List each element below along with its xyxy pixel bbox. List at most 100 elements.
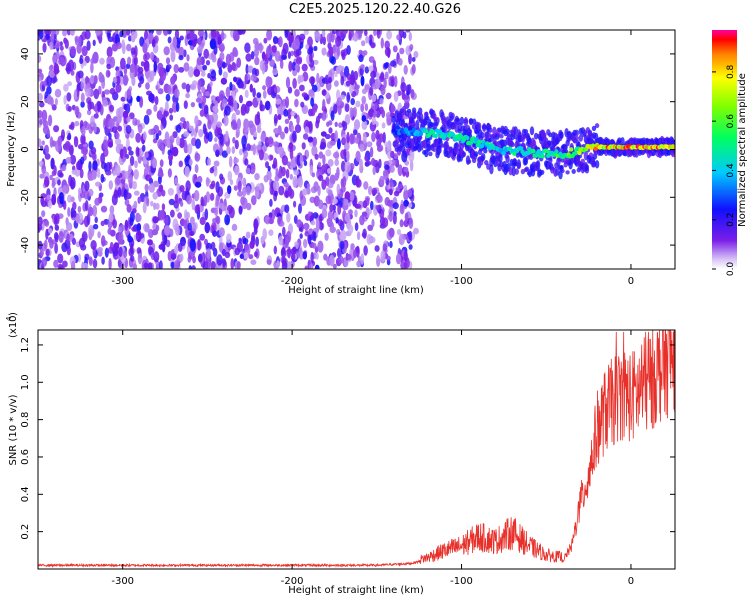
spectrogram-noise-blob <box>226 146 231 155</box>
spectrogram-noise-blob <box>293 169 300 176</box>
spectrogram-noise-blob <box>251 231 256 243</box>
spectrogram-noise-blob <box>163 234 168 246</box>
spectrogram-noise-blob <box>50 157 55 170</box>
signal-halo-blob <box>529 126 535 136</box>
spectrogram-noise-blob <box>355 100 361 108</box>
spectrogram-noise-blob <box>303 222 310 230</box>
spectrogram-noise-blob <box>226 233 232 244</box>
signal-halo-blob <box>468 118 474 126</box>
spectrogram-noise-blob <box>161 117 166 127</box>
signal-halo-blob <box>512 158 517 164</box>
spectrogram-noise-blob <box>403 250 408 262</box>
spectrogram-noise-blob <box>52 54 57 64</box>
spectrogram-noise-blob <box>77 36 82 46</box>
spectrogram-noise-blob <box>354 137 360 144</box>
spectrogram-noise-blob <box>86 109 92 116</box>
signal-halo-blob <box>560 168 565 174</box>
spectrogram-noise-blob <box>38 224 43 231</box>
spectrogram-noise-blob <box>397 164 403 177</box>
spectrogram-noise-blob <box>58 172 64 178</box>
spectrogram-noise-blob <box>325 149 332 157</box>
spectrogram-noise-blob <box>342 176 347 187</box>
spectrogram-noise-blob <box>311 172 316 178</box>
spectrogram-noise-blob <box>125 125 132 134</box>
spectrogram-noise-blob <box>130 31 136 43</box>
spectrogram-noise-blob <box>354 209 358 218</box>
spectrogram-noise-blob <box>167 168 172 178</box>
spectrogram-noise-blob <box>236 57 242 68</box>
spectrogram-noise-blob <box>269 59 276 68</box>
spectrogram-noise-blob <box>151 229 158 236</box>
spectrogram-noise-blob <box>219 51 225 61</box>
spectrogram-noise-blob <box>325 195 332 205</box>
spectrogram-noise-blob <box>157 172 164 178</box>
spectrogram-noise-blob <box>413 51 419 59</box>
spectrogram-noise-blob <box>247 65 254 73</box>
spectrogram-noise-blob <box>119 143 124 151</box>
spectrogram-noise-blob <box>290 50 295 57</box>
spectrogram-noise-blob <box>94 216 98 224</box>
spectrogram-noise-blob <box>366 233 372 245</box>
spectrogram-noise-blob <box>115 132 120 140</box>
spectrogram-noise-blob <box>51 193 57 206</box>
spectrogram-noise-blob <box>277 125 282 136</box>
spectrogram-noise-blob <box>375 204 380 211</box>
spectrogram-noise-blob <box>242 177 246 186</box>
spectrogram-noise-blob <box>334 121 338 127</box>
signal-halo-blob <box>588 152 594 159</box>
spectrogram-noise-blob <box>269 154 274 161</box>
signal-halo-blob <box>428 151 433 157</box>
spectrogram-noise-blob <box>196 204 200 214</box>
spectrogram-noise-blob <box>317 161 322 168</box>
spectrogram-noise-blob <box>153 124 160 133</box>
spectrogram-noise-blob <box>396 229 402 236</box>
spectrogram-noise-blob <box>228 156 233 168</box>
snr-x-axis-label: Height of straight line (km) <box>288 585 424 596</box>
spectrogram-noise-blob <box>288 60 293 72</box>
spectrogram-noise-blob <box>400 261 406 269</box>
spectrogram-noise-blob <box>254 41 260 51</box>
signal-core-blob <box>536 149 541 154</box>
snr-y-tick-label: 0.2 <box>20 524 31 540</box>
signal-core-blob <box>418 131 424 137</box>
spectrogram-noise-blob <box>253 218 259 231</box>
spectrogram-noise-blob <box>338 122 343 128</box>
spectrogram-noise-blob <box>389 227 395 238</box>
spectrogram-noise-blob <box>129 155 135 166</box>
colorbar-gradient <box>712 30 737 269</box>
spectrogram-noise-blob <box>192 255 197 264</box>
spectrogram-noise-blob <box>203 48 209 59</box>
spectrogram-noise-blob <box>115 138 122 146</box>
spectrogram-noise-blob <box>108 257 112 269</box>
spectrogram-noise-blob <box>239 82 244 89</box>
spectrogram-noise-blob <box>144 151 149 158</box>
spectrogram-noise-blob <box>263 37 268 44</box>
spectrogram-noise-blob <box>143 262 149 269</box>
spectrogram-noise-blob <box>59 192 64 202</box>
spectrogram-noise-blob <box>329 226 336 233</box>
spectrogram-noise-blob <box>70 46 76 57</box>
spectrogram-noise-blob <box>250 259 257 266</box>
spectrogram-noise-blob <box>80 156 85 165</box>
spectrogram-noise-blob <box>231 61 236 71</box>
spectrogram-noise-blob <box>249 240 255 249</box>
signal-halo-blob <box>511 166 516 177</box>
spectrogram-noise-blob <box>398 233 405 246</box>
signal-halo-blob <box>571 169 576 174</box>
spectrogram-noise-blob <box>227 185 232 195</box>
signal-core-blob <box>531 148 536 154</box>
spectrogram-noise-blob <box>413 227 419 235</box>
spectrogram-noise-blob <box>54 98 59 106</box>
spectrogram-noise-blob <box>109 205 115 215</box>
spectrogram-noise-blob <box>112 76 118 84</box>
spectrogram-noise-blob <box>148 245 153 255</box>
spectrogram-noise-blob <box>146 108 152 116</box>
spectrogram-noise-blob <box>166 64 172 70</box>
spectrogram-noise-blob <box>242 186 247 197</box>
spectrogram-noise-blob <box>57 253 64 264</box>
signal-halo-blob <box>435 117 440 124</box>
spectrogram-noise-blob <box>38 138 42 148</box>
spectrogram-noise-blob <box>223 115 229 127</box>
spectrogram-noise-blob <box>298 247 302 254</box>
spectrogram-noise-blob <box>235 109 241 116</box>
